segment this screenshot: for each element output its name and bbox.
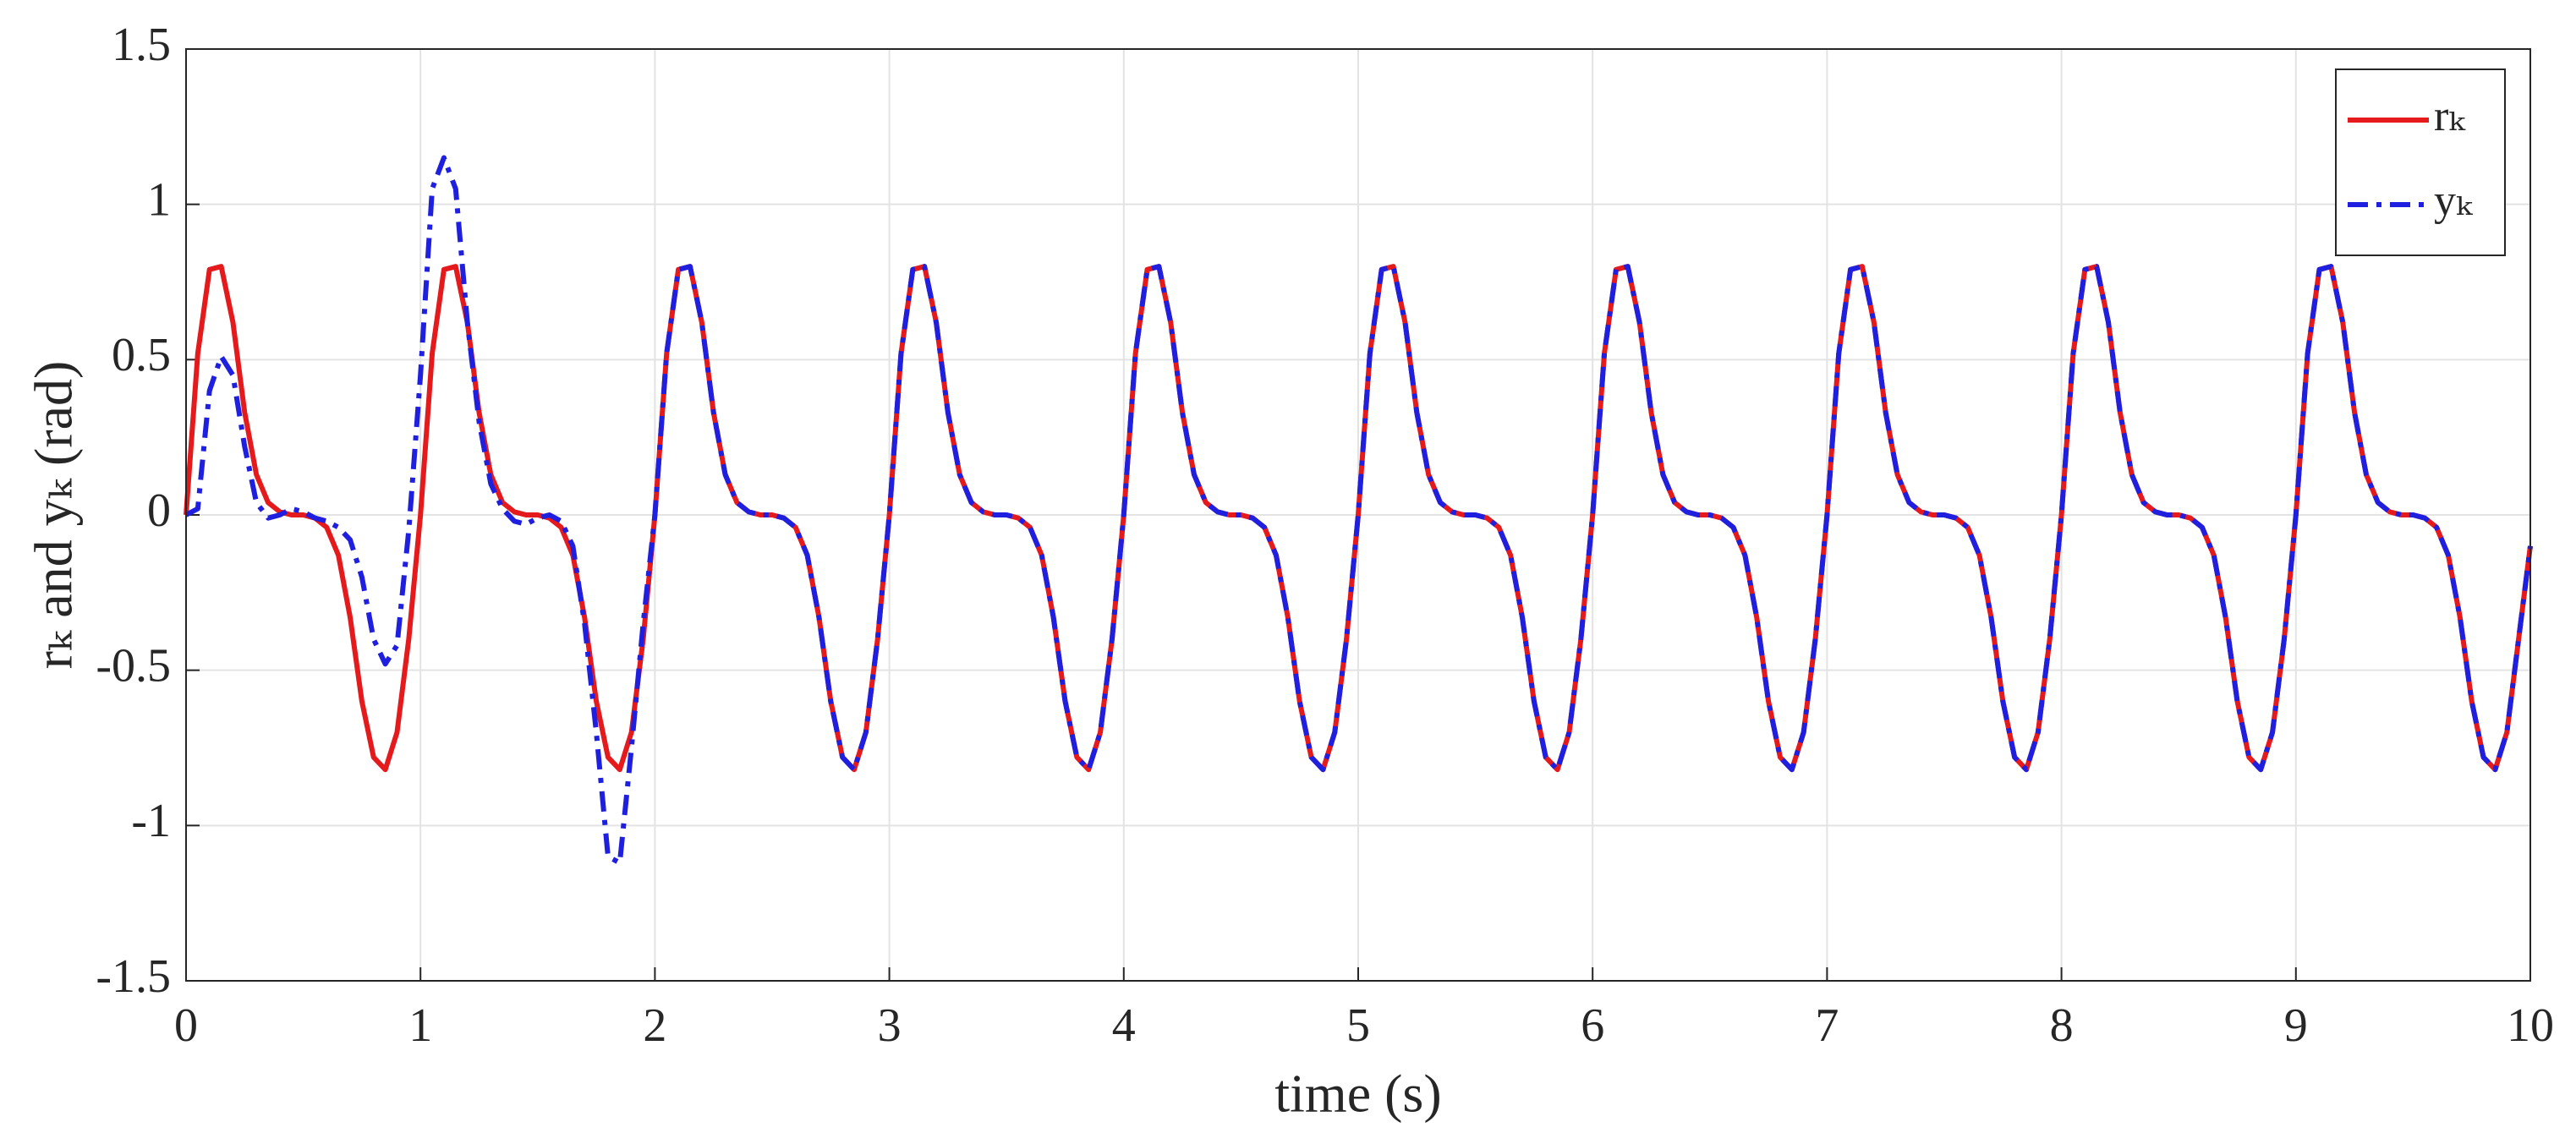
x-tick-label: 10 <box>2507 999 2554 1052</box>
y-tick-label: -1 <box>131 795 171 847</box>
x-tick-label: 5 <box>1346 999 1370 1052</box>
legend-label: rₖ <box>2434 92 2466 140</box>
y-tick-label: 1 <box>147 174 171 227</box>
y-tick-label: -1.5 <box>96 950 171 1003</box>
y-tick-label: -0.5 <box>96 640 171 692</box>
y-axis-label: rₖ and yₖ (rad) <box>24 361 84 670</box>
y-tick-label: 0 <box>147 484 171 537</box>
series-line <box>184 155 2533 866</box>
legend-label: yₖ <box>2434 177 2474 225</box>
y-tick-label: 0.5 <box>112 329 171 381</box>
x-tick-label: 7 <box>1815 999 1839 1052</box>
y-tick-label: 1.5 <box>112 19 171 71</box>
x-tick-label: 8 <box>2050 999 2074 1052</box>
x-tick-label: 6 <box>1581 999 1604 1052</box>
plot-area <box>184 155 2533 866</box>
legend: rₖ yₖ <box>2335 68 2506 256</box>
x-tick-label: 3 <box>878 999 902 1052</box>
axes-box <box>185 48 2531 982</box>
x-axis-label: time (s) <box>1274 1064 1441 1124</box>
legend-box <box>2335 68 2506 256</box>
x-tick-label: 4 <box>1112 999 1136 1052</box>
x-tick-label: 1 <box>408 999 432 1052</box>
x-tick-label: 2 <box>643 999 666 1052</box>
tick-labels: 0 1 2 3 4 5 6 7 8 9 10 -1.5 -1 -0.5 0 0.5 1 1.5 <box>96 19 2554 1052</box>
x-tick-label: 0 <box>174 999 198 1052</box>
x-tick-label: 9 <box>2284 999 2308 1052</box>
